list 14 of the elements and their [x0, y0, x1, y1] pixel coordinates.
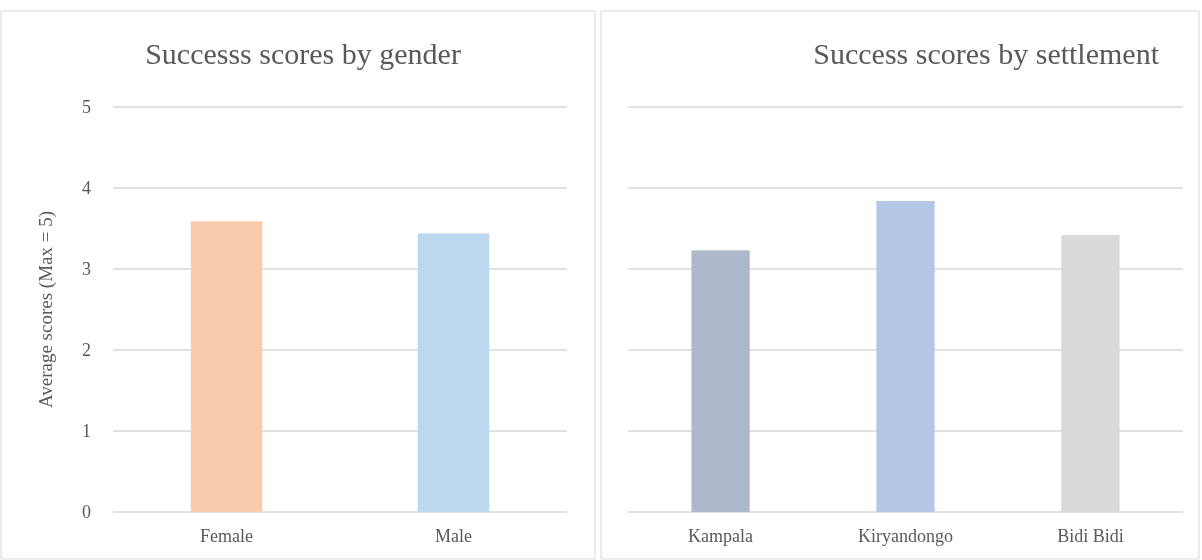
y-axis-title: Average scores (Max = 5) [35, 210, 57, 409]
x-tick-label: Bidi Bidi [1057, 526, 1124, 546]
x-tick-label: Kiryandongo [858, 526, 953, 546]
y-tick-label: 2 [82, 340, 91, 361]
x-tick-label: Female [200, 526, 254, 546]
y-tick-label: 3 [82, 259, 91, 280]
x-tick-label: Kampala [688, 526, 754, 546]
chart-title: Success scores by settlement [813, 37, 1160, 70]
x-tick-label: Male [434, 526, 472, 546]
y-tick-label: 0 [82, 502, 91, 523]
chart-title: Successs scores by gender [145, 37, 461, 70]
y-tick-label: 5 [82, 97, 91, 118]
y-tick-label: 1 [82, 421, 91, 442]
y-tick-label: 4 [82, 178, 91, 199]
